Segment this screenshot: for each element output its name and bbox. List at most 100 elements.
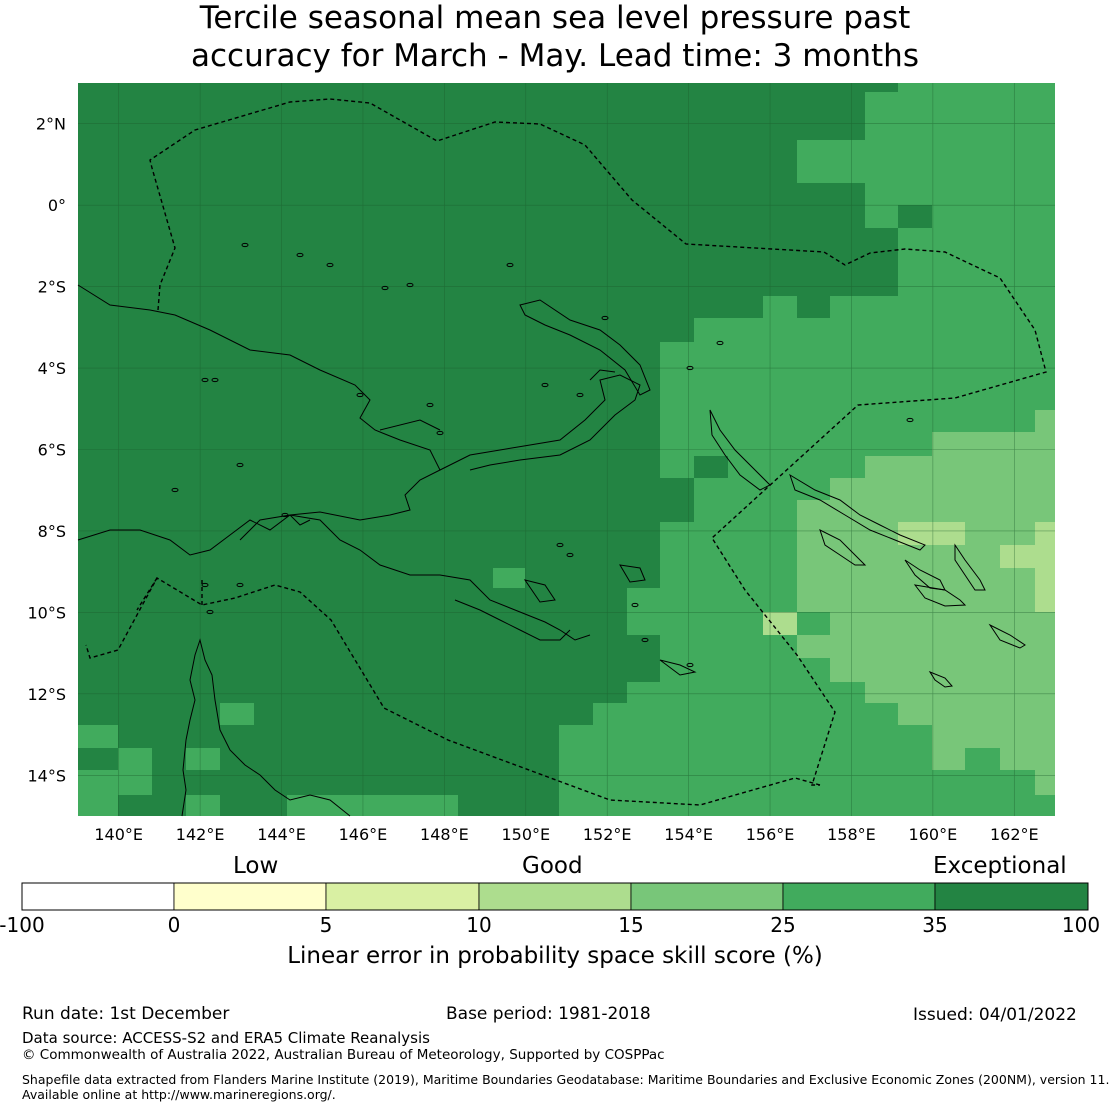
colorbar-tick: -100 — [0, 913, 45, 937]
island — [686, 365, 694, 371]
island — [426, 402, 434, 408]
lon-tick-label: 148°E — [420, 825, 469, 844]
coastline — [519, 299, 651, 396]
run-date: Run date: 1st December — [22, 1004, 230, 1024]
coastline — [239, 514, 591, 641]
coastline — [181, 739, 187, 817]
lon-tick-label: 142°E — [176, 825, 225, 844]
colorbar-segment — [325, 882, 480, 911]
colorbar-tick: 15 — [618, 913, 644, 937]
colorbar-frame — [21, 882, 1089, 911]
island — [406, 282, 414, 288]
island — [236, 462, 244, 468]
coastline — [289, 514, 311, 526]
eez-line — [85, 577, 821, 806]
skill-cell — [186, 748, 220, 770]
skill-cell — [493, 568, 525, 588]
lat-tick-label: 6°S — [38, 441, 66, 460]
coastline — [709, 409, 771, 491]
lat-tick-label: 2°N — [36, 115, 66, 134]
skill-cell — [898, 205, 932, 228]
skill-cell — [830, 183, 898, 296]
coastline — [659, 659, 697, 676]
island — [906, 417, 914, 423]
skill-cell — [78, 725, 118, 748]
island — [211, 377, 219, 383]
coastlines — [77, 242, 1026, 817]
island — [601, 315, 609, 321]
lat-tick-label: 14°S — [27, 766, 66, 785]
skill-cell — [763, 612, 797, 635]
base-period: Base period: 1981-2018 — [446, 1004, 651, 1024]
lon-tick-label: 140°E — [94, 825, 143, 844]
coastline — [454, 599, 571, 641]
colorbar-segment — [782, 882, 936, 911]
island — [541, 382, 549, 388]
skill-cell — [118, 748, 152, 795]
coastline — [913, 584, 967, 607]
colorbar-tick: 35 — [922, 913, 948, 937]
coastline — [619, 564, 646, 583]
lon-tick-label: 144°E — [257, 825, 306, 844]
copyright: © Commonwealth of Australia 2022, Austra… — [22, 1047, 665, 1063]
coastline — [185, 638, 351, 817]
colorbar-category-exceptional: Exceptional — [933, 853, 1067, 879]
eez-boundaries — [85, 98, 1047, 806]
lat-tick-label: 4°S — [38, 359, 66, 378]
colorbar-tick: 25 — [770, 913, 796, 937]
lon-tick-label: 152°E — [583, 825, 632, 844]
colorbar-tick: 10 — [466, 913, 492, 937]
coastline — [928, 670, 953, 688]
island — [281, 512, 289, 518]
island — [296, 252, 304, 258]
coastline — [954, 543, 986, 591]
skill-cell — [1000, 522, 1055, 612]
data-source: Data source: ACCESS-S2 and ERA5 Climate … — [22, 1029, 430, 1047]
graticule — [78, 83, 1055, 816]
island — [236, 582, 244, 588]
skill-cell — [78, 770, 118, 816]
coastline — [439, 374, 641, 471]
coastline — [523, 579, 556, 603]
colorbar-tick: 100 — [1061, 913, 1101, 937]
skill-cell — [287, 795, 458, 816]
skill-cell — [898, 522, 965, 545]
island — [381, 285, 389, 291]
title-line-2: accuracy for March - May. Lead time: 3 m… — [191, 38, 919, 74]
skill-cell — [593, 588, 660, 703]
lat-tick-label: 10°S — [27, 603, 66, 622]
lon-tick-label: 160°E — [909, 825, 958, 844]
lat-tick-label: 12°S — [27, 685, 66, 704]
island — [356, 392, 364, 398]
lon-tick-label: 150°E — [501, 825, 550, 844]
skill-cell — [186, 795, 220, 816]
colorbar-tick: 5 — [319, 913, 333, 937]
island — [566, 552, 574, 558]
colorbar-segment — [478, 882, 632, 911]
coastline — [988, 623, 1026, 649]
island — [686, 662, 694, 668]
island — [631, 602, 639, 608]
skill-cell — [763, 410, 1055, 795]
skill-cell — [797, 612, 830, 635]
shapefile-credit-1: Shapefile data extracted from Flanders M… — [22, 1072, 1110, 1087]
skill-cell — [220, 703, 254, 725]
coastline — [379, 419, 441, 431]
skill-cell — [694, 456, 728, 478]
island — [171, 487, 179, 493]
colorbar-segment — [173, 882, 327, 911]
coastline — [77, 284, 441, 556]
axis-ticks: 140°E 142°E 144°E 146°E 148°E 150°E 152°E 154°E… — [27, 115, 1038, 844]
island — [201, 582, 209, 588]
island — [576, 392, 584, 398]
colorbar-segment — [934, 882, 1089, 911]
coastline — [589, 369, 616, 381]
island — [506, 262, 514, 268]
coastline — [819, 529, 867, 566]
lon-tick-label: 156°E — [746, 825, 795, 844]
shapefile-credit-2: Available online at http://www.marinereg… — [22, 1087, 336, 1102]
lat-tick-label: 8°S — [38, 522, 66, 541]
colorbar-segment — [630, 882, 784, 911]
island — [326, 262, 334, 268]
